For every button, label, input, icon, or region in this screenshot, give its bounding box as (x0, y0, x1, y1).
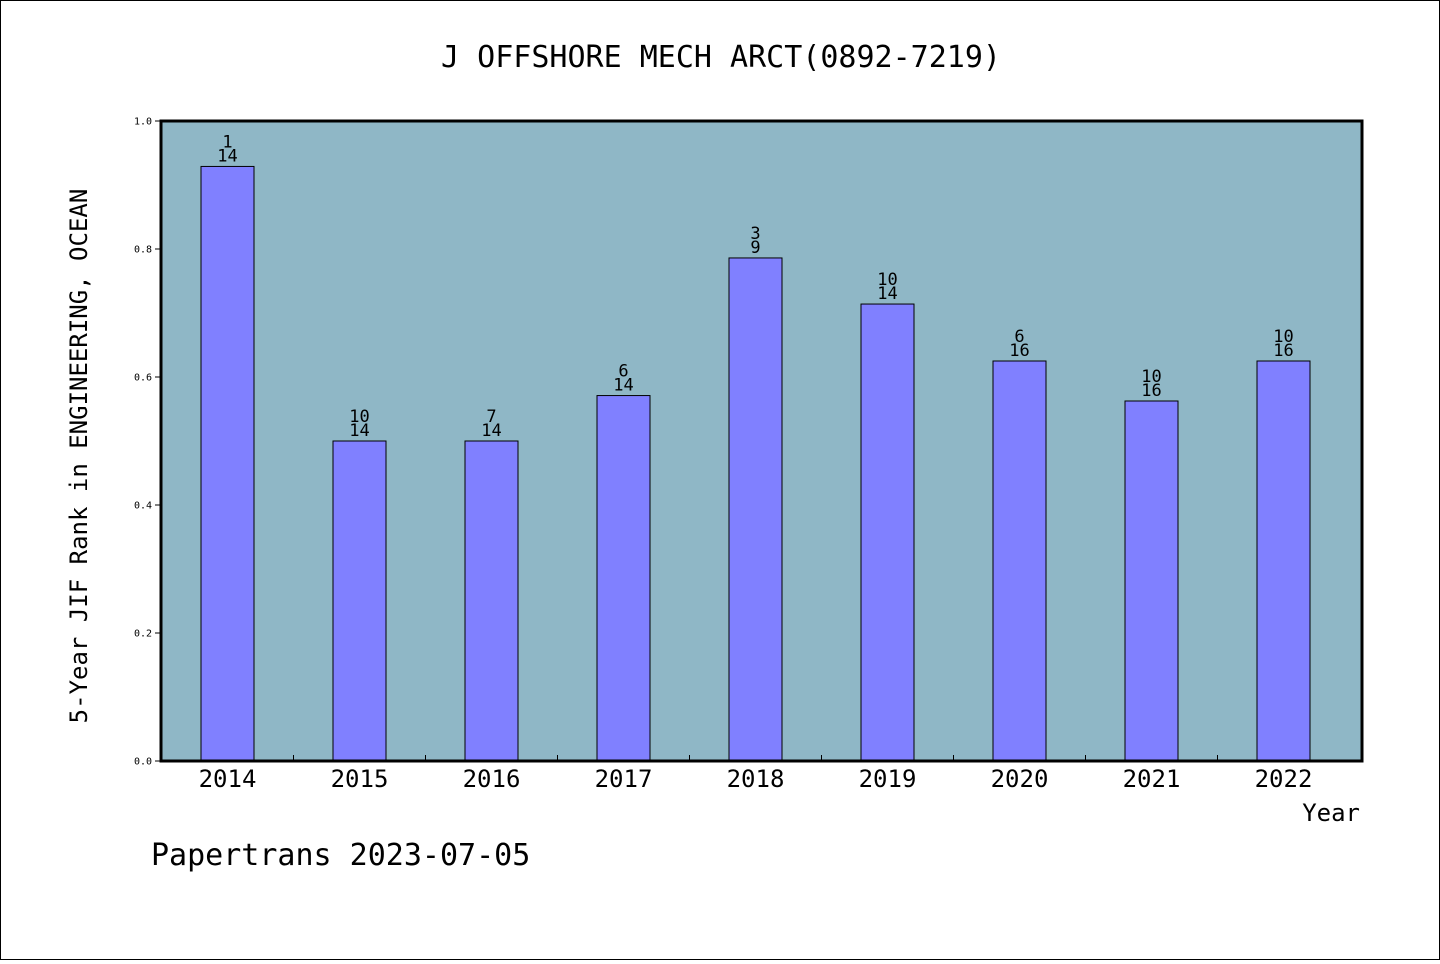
bar-total-label-2016: 14 (481, 421, 501, 441)
bar-rank-label-2018: 3 (750, 224, 760, 244)
bar-total-label-2022: 16 (1273, 341, 1293, 361)
x-axis-label: Year (1302, 799, 1360, 827)
bar-total-label-2019: 14 (877, 284, 897, 304)
bar-2018 (728, 257, 783, 762)
bar-rank-label-2016: 7 (486, 407, 496, 427)
bar-2021 (1124, 400, 1179, 762)
bar-rank-label-2015: 10 (349, 407, 369, 427)
bar-total-label-2014: 14 (217, 146, 237, 166)
bar-total-label-2018: 9 (750, 238, 760, 258)
y-tick-label-0.8: 0.8 (134, 245, 152, 256)
bar-rank-label-2014: 1 (222, 132, 232, 152)
bar-2015 (332, 440, 387, 762)
x-tick-label-2016: 2016 (463, 765, 521, 793)
bar-rank-label-2022: 10 (1273, 327, 1293, 347)
bar-2017 (596, 395, 651, 762)
chart-title: J OFFSHORE MECH ARCT(0892-7219) (441, 40, 1001, 75)
y-tick-label-0.0: 0.0 (134, 757, 152, 768)
x-axis-ticks: 2014 2015 2016 2017 2018 2019 2020 2021 2022 (199, 755, 1313, 793)
bar-total-label-2017: 14 (613, 376, 633, 396)
y-axis-label: 5-Year JIF Rank in ENGINEERING, OCEAN (65, 189, 93, 724)
x-tick-label-2022: 2022 (1255, 765, 1313, 793)
bar-2019 (860, 303, 915, 762)
x-tick-label-2017: 2017 (595, 765, 653, 793)
y-axis-ticks: 0.0 0.2 0.4 0.6 0.8 1.0 (134, 117, 161, 768)
bar-2014 (200, 165, 255, 762)
bar-2016 (464, 440, 519, 762)
bar-rank-label-2020: 6 (1014, 327, 1024, 347)
bar-rank-label-2017: 6 (618, 362, 628, 382)
footer-credit: Papertrans 2023-07-05 (151, 838, 530, 873)
bars-group (200, 165, 1311, 762)
bar-rank-label-2019: 10 (877, 270, 897, 290)
bar-2020 (992, 360, 1047, 762)
x-tick-label-2021: 2021 (1123, 765, 1181, 793)
bar-total-label-2015: 14 (349, 421, 369, 441)
plot-border (159, 119, 1364, 763)
x-tick-label-2015: 2015 (331, 765, 389, 793)
bar-total-label-2020: 16 (1009, 341, 1029, 361)
y-tick-label-0.4: 0.4 (134, 501, 152, 512)
x-tick-label-2014: 2014 (199, 765, 257, 793)
y-tick-label-0.6: 0.6 (134, 373, 152, 384)
x-tick-label-2019: 2019 (859, 765, 917, 793)
bar-total-label-2021: 16 (1141, 381, 1161, 401)
y-tick-label-1.0: 1.0 (134, 117, 152, 128)
x-tick-label-2018: 2018 (727, 765, 785, 793)
bar-2022 (1256, 360, 1311, 762)
y-tick-label-0.2: 0.2 (134, 629, 152, 640)
x-tick-label-2020: 2020 (991, 765, 1049, 793)
bar-rank-label-2021: 10 (1141, 367, 1161, 387)
